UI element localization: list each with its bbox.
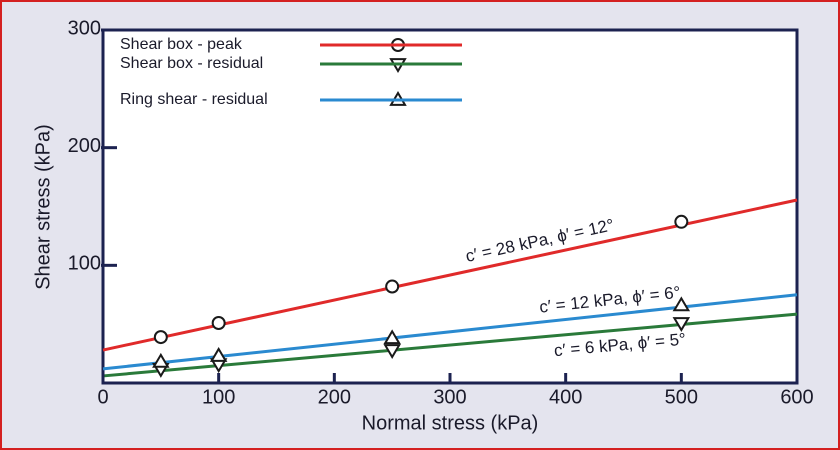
marker	[383, 329, 401, 345]
x-tick-label: 200	[318, 386, 351, 408]
x-tick-label: 400	[549, 386, 582, 408]
marker	[385, 279, 400, 294]
x-tick-label: 100	[202, 386, 235, 408]
marker	[211, 315, 226, 330]
x-tick-label: 0	[97, 386, 108, 408]
x-tick-label: 300	[433, 386, 466, 408]
x-axis-label: Normal stress (kPa)	[362, 412, 539, 434]
marker	[672, 296, 691, 312]
marker	[153, 330, 168, 345]
x-tick-label: 500	[665, 386, 698, 408]
legend-label: Shear box - residual	[120, 55, 263, 72]
legend-label: Shear box - peak	[120, 36, 243, 53]
marker	[383, 344, 401, 360]
x-tick-label: 600	[780, 386, 813, 408]
legend-label: Ring shear - residual	[120, 91, 268, 108]
marker	[209, 346, 228, 362]
y-axis-label: Shear stress (kPa)	[32, 124, 54, 290]
y-tick-label: 300	[68, 17, 101, 39]
marker	[152, 352, 170, 368]
y-tick-label: 100	[68, 253, 101, 275]
marks	[102, 38, 798, 378]
y-tick-label: 200	[68, 135, 101, 157]
marker	[672, 317, 691, 332]
marker	[674, 214, 689, 229]
plot-area	[101, 28, 799, 385]
